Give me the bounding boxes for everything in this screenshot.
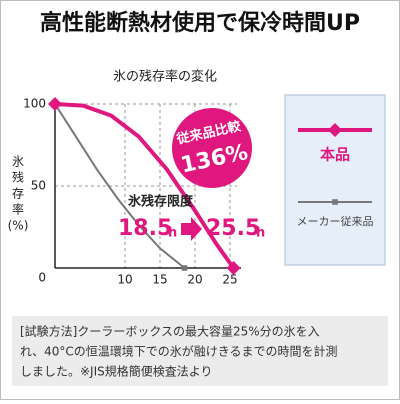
x-tick-label: 20 [187, 273, 202, 287]
limit-to: 25.5 [206, 216, 260, 241]
badge-circle [172, 108, 252, 188]
legend-label: 本品 [320, 146, 350, 164]
marker [181, 265, 188, 271]
limit-from: 18.5 [118, 216, 172, 241]
y-axis-label: 氷 [12, 155, 24, 169]
x-tick-label: 15 [152, 273, 167, 287]
series-line [54, 102, 236, 270]
y-axis-label: 存 [12, 187, 24, 201]
marker [226, 261, 241, 275]
y-axis-label: 率 [12, 202, 24, 217]
note-box [12, 316, 388, 386]
legend-label: メーカー従来品 [297, 215, 374, 228]
y-tick-label: 100 [23, 97, 46, 111]
legend-box [284, 94, 386, 266]
series-line [54, 103, 186, 269]
arrow [181, 217, 202, 241]
note-line: しました。※JIS規格簡便検査法より [20, 364, 213, 379]
legend-marker [332, 199, 338, 205]
note-line: れ、40°Cの恒温環境下での氷が融けきるまでの時間を計測 [20, 344, 338, 359]
marker [48, 97, 62, 111]
header-title: 高性能断熱材使用で保冷時間UP [40, 10, 360, 36]
limit-label: 氷残存限度 [128, 194, 194, 210]
chart-title: 氷の残存率の変化 [113, 69, 217, 85]
x-tick-label: 25 [222, 273, 237, 287]
legend-marker [328, 123, 342, 137]
y-tick-label: 50 [31, 179, 46, 193]
limit-unit: h [168, 226, 177, 241]
y-axis-label: (%) [8, 219, 29, 233]
y-axis-label: 残 [12, 171, 24, 185]
note-line: [試験方法]クーラーボックスの最大容量25%分の氷を入 [20, 324, 320, 339]
x-tick-label: 10 [117, 273, 132, 287]
y-tick-label: 0 [38, 271, 46, 285]
limit-unit: h [256, 226, 265, 241]
